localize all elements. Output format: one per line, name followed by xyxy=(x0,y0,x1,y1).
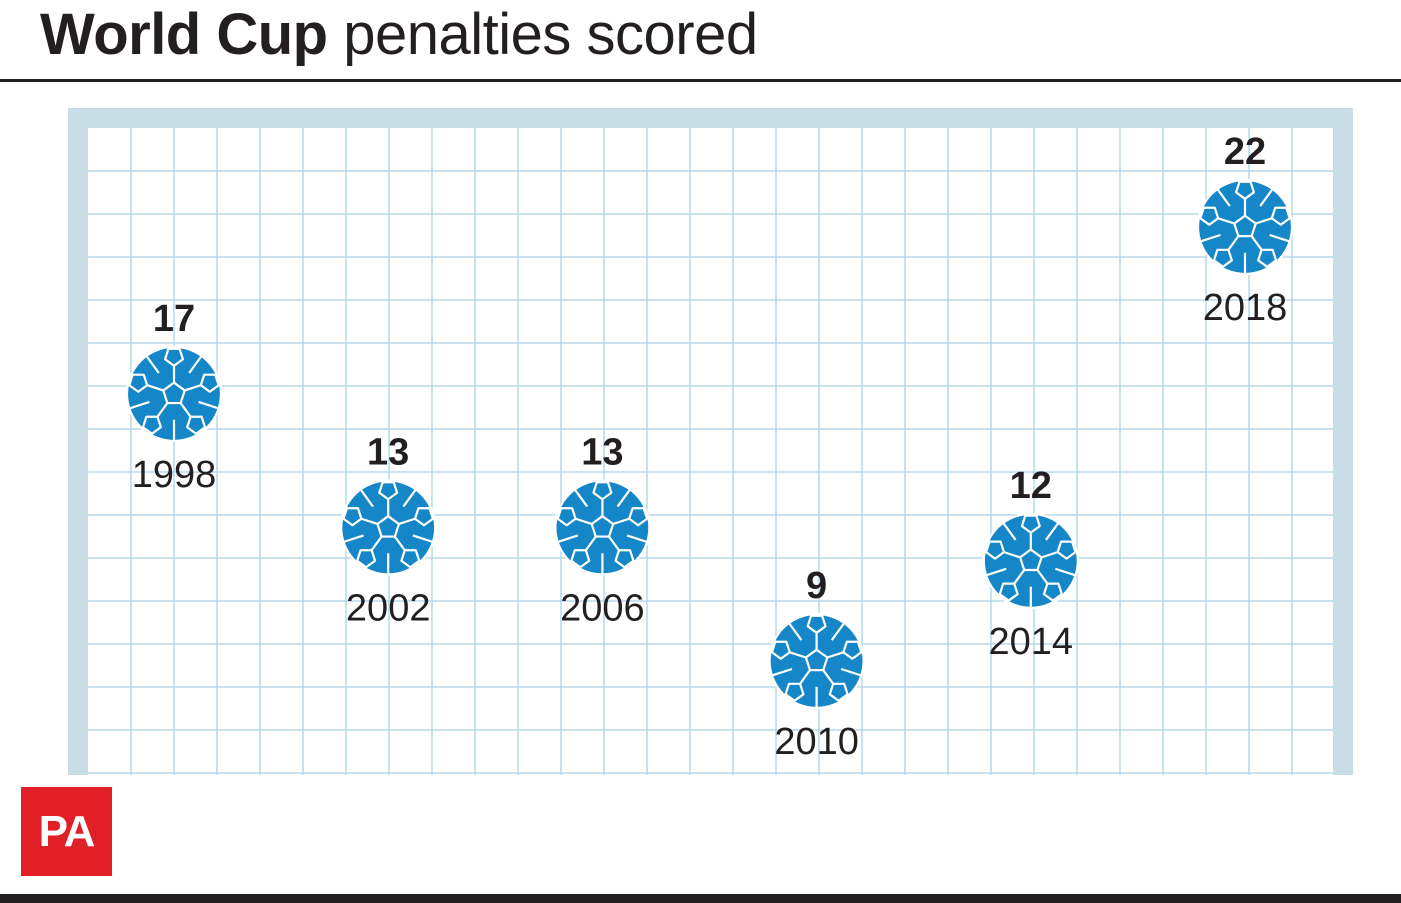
football-icon xyxy=(982,512,1079,609)
year-label: 1998 xyxy=(132,454,217,496)
year-label: 2006 xyxy=(560,587,645,629)
year-label: 2010 xyxy=(774,721,859,763)
value-label: 22 xyxy=(1224,131,1266,173)
value-label: 9 xyxy=(806,565,827,607)
year-label: 2018 xyxy=(1203,287,1288,329)
pa-logo: PA xyxy=(21,787,112,876)
title-light: penalties scored xyxy=(343,2,758,67)
football-icon xyxy=(125,345,223,443)
football-icon xyxy=(768,612,865,710)
football-icon xyxy=(1196,178,1294,276)
value-label: 12 xyxy=(1010,465,1052,507)
goal-net xyxy=(88,128,1333,775)
year-label: 2014 xyxy=(989,621,1074,663)
title-bold: World Cup xyxy=(40,2,328,67)
goal-frame xyxy=(68,108,1353,775)
value-label: 13 xyxy=(367,431,409,473)
football-icon xyxy=(340,479,437,576)
bottom-rule xyxy=(0,894,1401,903)
football-icon xyxy=(554,479,651,576)
title-rule xyxy=(0,79,1401,82)
value-label: 17 xyxy=(153,298,195,340)
year-label: 2002 xyxy=(346,587,431,629)
value-label: 13 xyxy=(581,431,623,473)
chart-title: World Cup penalties scored xyxy=(40,2,758,68)
